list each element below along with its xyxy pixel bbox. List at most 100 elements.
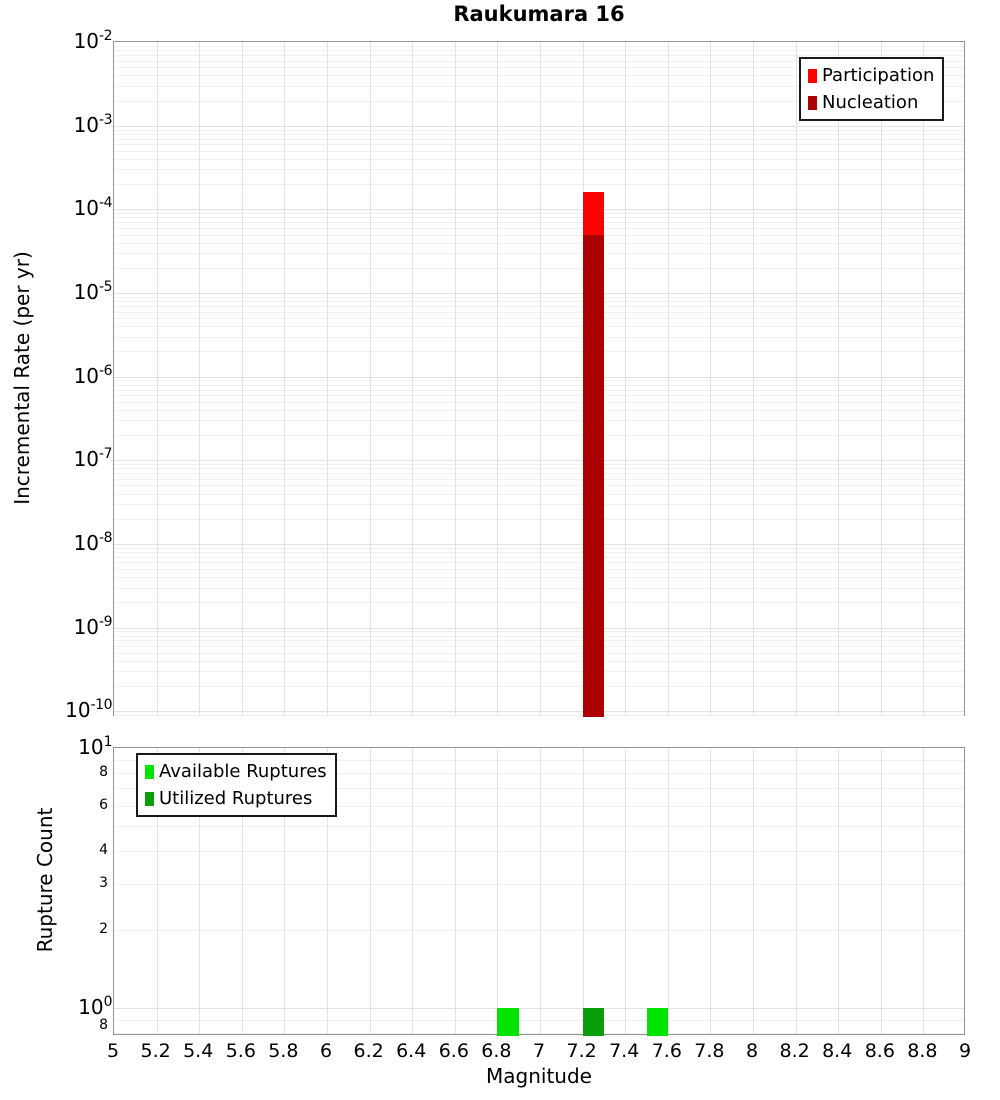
rupture-count-legend: Available Ruptures Utilized Ruptures <box>136 753 337 817</box>
utilized-ruptures-bar <box>582 1007 604 1036</box>
vertical-gridline <box>710 42 712 715</box>
x-tick-label: 7 <box>532 1040 546 1062</box>
y-tick-label: 10-5 <box>73 278 113 304</box>
minor-gridline <box>114 1019 964 1021</box>
minor-gridline <box>114 222 964 224</box>
x-axis-label: Magnitude <box>486 1064 592 1088</box>
vertical-gridline <box>369 42 371 715</box>
minor-gridline <box>114 503 964 505</box>
minor-gridline <box>114 217 964 219</box>
minor-gridline <box>114 714 964 716</box>
minor-gridline <box>114 75 964 77</box>
minor-gridline <box>114 401 964 403</box>
vertical-gridline <box>540 42 541 715</box>
minor-gridline <box>114 473 964 475</box>
vertical-gridline <box>838 42 840 715</box>
minor-gridline <box>114 788 964 790</box>
available-ruptures-legend-marker-icon <box>145 764 154 779</box>
vertical-gridline <box>497 42 499 715</box>
minor-gridline <box>114 493 964 495</box>
x-tick-label: 6.6 <box>438 1040 469 1062</box>
minor-gridline <box>114 635 964 637</box>
minor-gridline <box>114 318 964 320</box>
major-gridline <box>114 292 964 294</box>
minor-gridline <box>114 50 964 52</box>
x-tick-label: 7.8 <box>694 1040 725 1062</box>
minor-gridline <box>114 296 964 298</box>
minor-gridline <box>114 562 964 564</box>
vertical-gridline <box>454 748 456 1034</box>
x-tick-label: 7.6 <box>651 1040 682 1062</box>
x-tick-label: 8.2 <box>779 1040 810 1062</box>
vertical-gridline <box>795 748 797 1034</box>
x-tick-label: 5.2 <box>140 1040 171 1062</box>
minor-gridline <box>114 100 964 102</box>
x-tick-label: 6 <box>319 1040 333 1062</box>
legend-item-participation: Participation <box>808 62 934 89</box>
minor-gridline <box>114 631 964 633</box>
minor-gridline <box>114 389 964 391</box>
minor-gridline <box>114 551 964 553</box>
minor-gridline <box>114 184 964 186</box>
y-tick-label: 10-8 <box>73 529 113 555</box>
x-tick-label: 5 <box>106 1040 120 1062</box>
minor-gridline <box>114 556 964 558</box>
minor-gridline <box>114 652 964 654</box>
x-tick-label: 6.8 <box>481 1040 512 1062</box>
minor-gridline <box>114 169 964 171</box>
minor-gridline <box>114 326 964 328</box>
top-plot-area <box>113 41 965 717</box>
x-tick-label: 7.4 <box>609 1040 640 1062</box>
minor-gridline <box>114 759 964 761</box>
vertical-gridline <box>880 42 882 715</box>
minor-gridline <box>114 336 964 338</box>
y-tick-label: 10-4 <box>73 195 113 221</box>
minor-gridline <box>114 773 964 775</box>
vertical-gridline <box>753 748 754 1034</box>
minor-gridline <box>114 569 964 570</box>
minor-gridline <box>114 929 964 931</box>
major-gridline <box>114 711 964 713</box>
utilized-ruptures-legend-marker-icon <box>145 791 154 806</box>
minor-gridline <box>114 150 964 152</box>
major-gridline <box>114 460 964 462</box>
minor-gridline <box>114 547 964 549</box>
minor-gridline <box>114 133 964 135</box>
minor-gridline <box>114 420 964 422</box>
vertical-gridline <box>284 748 286 1034</box>
vertical-gridline <box>156 42 158 715</box>
vertical-gridline <box>241 748 243 1034</box>
minor-gridline <box>114 45 964 47</box>
y-minor-tick-label: 8 <box>99 1017 108 1033</box>
minor-gridline <box>114 435 964 436</box>
minor-gridline <box>114 138 964 140</box>
minor-gridline <box>114 671 964 673</box>
minor-gridline <box>114 267 964 269</box>
minor-gridline <box>114 158 964 160</box>
vertical-gridline <box>923 748 925 1034</box>
vertical-gridline <box>327 748 328 1034</box>
major-gridline <box>114 1007 964 1009</box>
minor-gridline <box>114 478 964 480</box>
legend-label-available-ruptures: Available Ruptures <box>159 761 327 782</box>
minor-gridline <box>114 253 964 254</box>
nucleation-bar <box>582 234 604 717</box>
x-tick-label: 6.4 <box>396 1040 427 1062</box>
minor-gridline <box>114 380 964 382</box>
minor-gridline <box>114 464 964 465</box>
x-tick-label: 8.8 <box>907 1040 938 1062</box>
vertical-gridline <box>199 748 201 1034</box>
minor-gridline <box>114 242 964 244</box>
minor-gridline <box>114 685 964 687</box>
x-tick-label: 7.2 <box>566 1040 597 1062</box>
vertical-gridline <box>880 748 882 1034</box>
minor-gridline <box>114 129 964 131</box>
y-tick-label: 100 <box>78 993 112 1019</box>
minor-gridline <box>114 518 964 520</box>
legend-item-utilized-ruptures: Utilized Ruptures <box>145 785 327 812</box>
vertical-gridline <box>795 42 797 715</box>
minor-gridline <box>114 577 964 579</box>
legend-label-participation: Participation <box>822 65 935 86</box>
legend-item-nucleation: Nucleation <box>808 89 934 116</box>
